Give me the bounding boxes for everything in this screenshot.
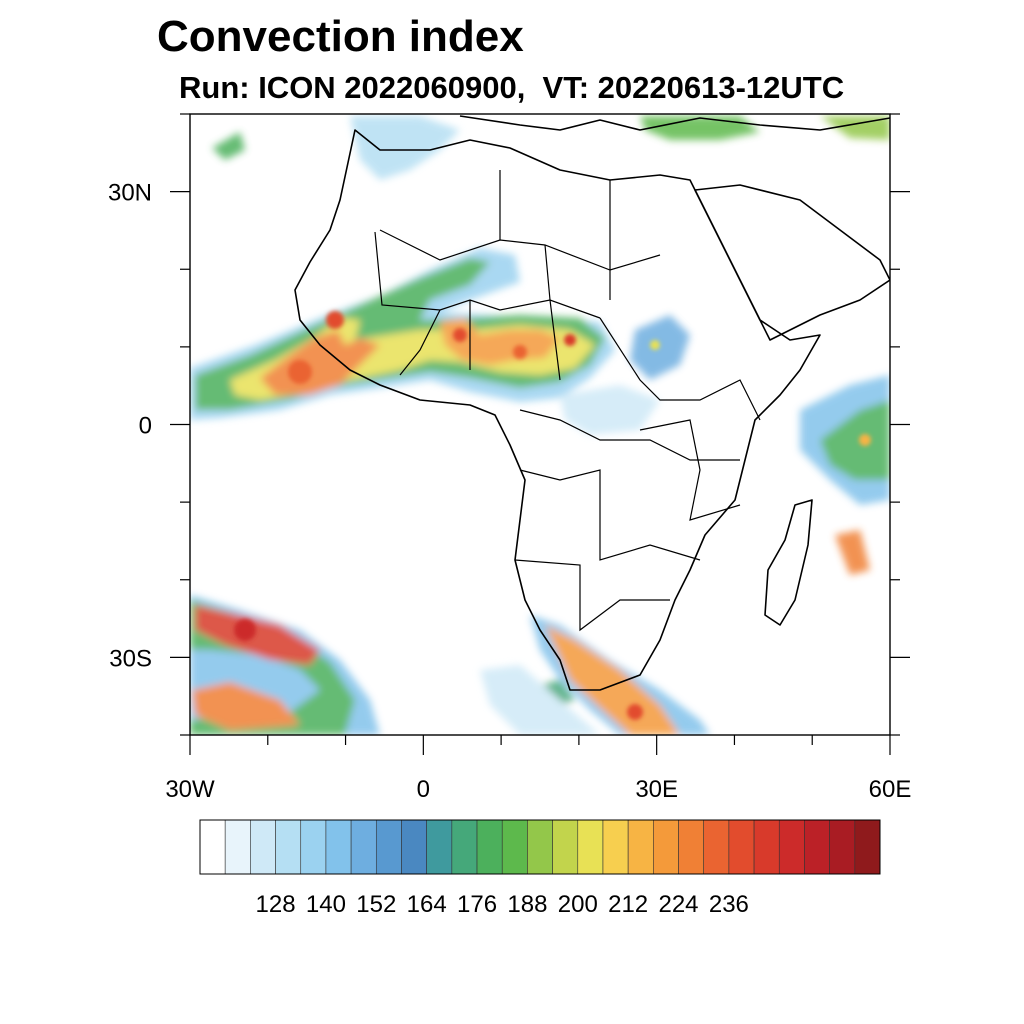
hotspot-4 [513,345,527,359]
convection-area-madagascar-east [835,530,870,575]
hotspot-3 [453,328,467,342]
hotspot-1 [326,311,344,329]
border-line-9 [639,419,741,521]
lon-tick-label: 0 [417,776,430,803]
arabia-coastline [694,184,890,341]
colorbar-swatch [627,819,654,875]
colorbar-swatch [577,819,604,875]
colorbar-label: 200 [558,891,598,918]
hotspot-9 [859,434,871,446]
colorbar-swatch [250,819,276,875]
colorbar-swatch [753,819,780,875]
axis-ticks [170,113,910,755]
colorbar-swatch [199,819,226,875]
convection-area-azores [212,132,245,160]
colorbar-swatch [350,819,377,875]
madagascar-coastline [764,499,813,626]
colorbar-label: 188 [507,891,547,918]
convection-area-south-atlantic-lower [192,682,300,730]
colorbar-swatch [728,819,755,875]
convection-area-north-light [350,116,460,180]
colorbar-swatch [476,819,503,875]
colorbar-swatch [401,819,427,875]
colorbar-swatch [275,819,302,875]
chart-subtitle: Run: ICON 2022060900, VT: 20220613-12UTC [179,70,845,105]
colorbar-swatch [703,819,730,875]
colorbar-swatch [451,819,478,875]
hotspot-5 [564,334,576,346]
colorbar-swatch [854,819,881,875]
lat-tick-label: 0 [139,413,152,440]
convection-area-south-indian [480,665,600,735]
colorbar-swatch [552,819,579,875]
colorbar-swatch [527,819,553,875]
colorbar-label: 164 [407,891,447,918]
convection-area-south-atlantic-red [195,605,320,665]
border-line-1 [379,229,661,271]
colorbar-swatch [778,819,805,875]
axis-tick-labels: 30N 0 30S 30W 0 30E 60E [108,180,911,803]
colorbar-label: 224 [658,891,698,918]
colorbar-swatch [501,819,528,875]
convection-area-europe-east [820,116,890,140]
colorbar-swatch [325,819,352,875]
lat-tick-label: 30S [109,645,152,672]
chart-title: Convection index [157,12,524,61]
lat-tick-label: 30N [108,180,152,207]
lon-tick-label: 60E [869,776,912,803]
colorbar-label: 152 [356,891,396,918]
europe-coastline [459,115,890,131]
convection-area-great-lakes [560,385,660,435]
colorbar-label: 140 [306,891,346,918]
border-line-3 [499,170,611,301]
coastlines [294,115,890,691]
border-line-8 [399,299,561,381]
colorbar-swatch [602,819,629,875]
country-borders [374,170,761,632]
colorbar-label: 236 [709,891,749,918]
convection-field [190,116,890,735]
border-line-7 [514,559,670,632]
border-line-6 [519,469,701,561]
hotspot-6 [234,619,256,641]
lon-tick-label: 30W [165,776,215,803]
colorbar-label: 176 [457,891,497,918]
colorbar-swatch [224,819,251,875]
colorbar-swatch [653,819,679,875]
convection-area-southern-africa-core [545,625,680,735]
convection-area-ethiopia [630,315,690,380]
colorbar-swatch [829,819,856,875]
border-line-4 [599,317,761,421]
colorbar-swatch [678,819,705,875]
convection-area-sahel-orange [260,330,380,395]
convection-area-indian-ocean-green [820,400,890,480]
colorbar-swatch [300,819,327,875]
colorbar-swatch [426,819,453,875]
colorbar-swatch [375,819,402,875]
hotspot-2 [288,360,312,384]
colorbar-swatch [804,819,830,875]
colorbar-frame [199,819,881,875]
hotspot-8 [650,340,660,350]
africa-coastline [294,129,821,691]
lon-tick-label: 30E [635,776,678,803]
colorbar-label: 128 [256,891,296,918]
colorbar-label: 212 [608,891,648,918]
colorbar: 128 140 152 164 176 188 200 212 224 236 [199,819,881,918]
hotspot-7 [627,704,643,720]
